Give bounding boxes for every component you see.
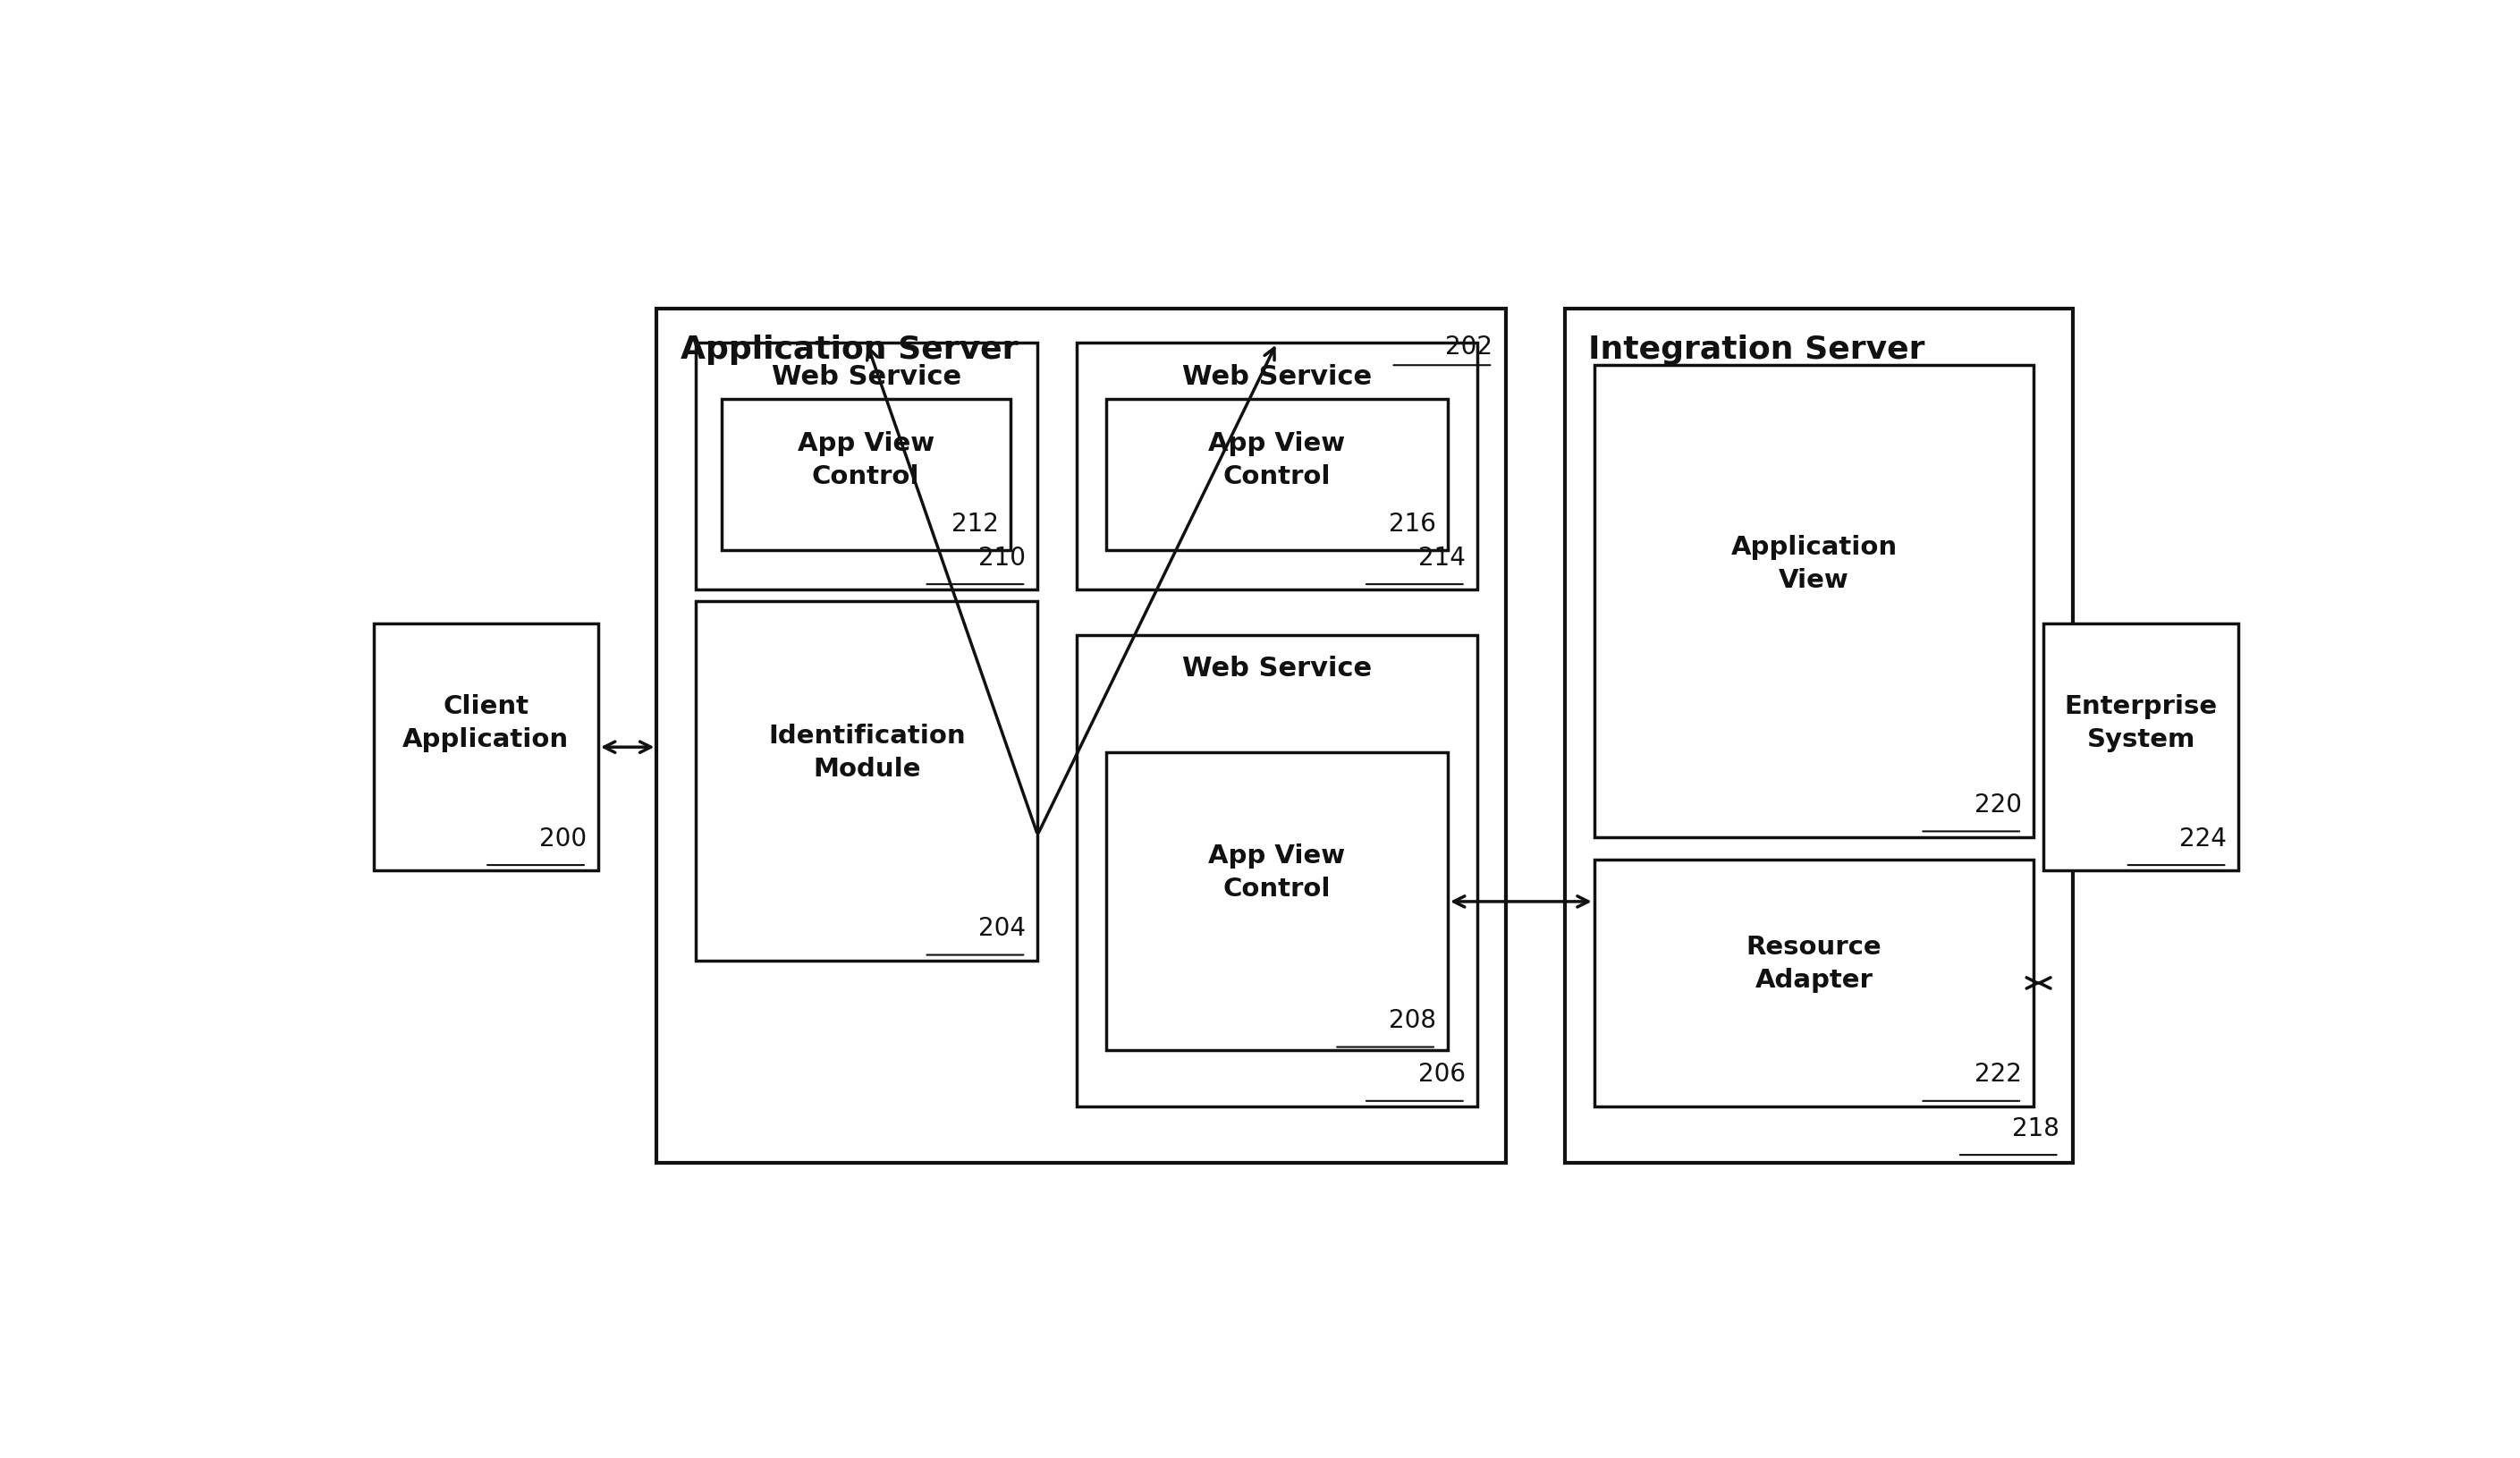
Bar xyxy=(1106,754,1449,1051)
Text: 222: 222 xyxy=(1976,1061,2021,1086)
Bar xyxy=(1595,366,2034,837)
Text: Web Service: Web Service xyxy=(1182,363,1371,389)
Text: Application Server: Application Server xyxy=(680,334,1018,364)
Bar xyxy=(696,343,1038,590)
Bar xyxy=(721,399,1011,551)
Text: Resource
Adapter: Resource Adapter xyxy=(1746,935,1882,993)
Bar xyxy=(1565,309,2074,1163)
Text: App View
Control: App View Control xyxy=(796,432,935,488)
Text: App View
Control: App View Control xyxy=(1210,432,1346,488)
Text: 206: 206 xyxy=(1419,1061,1464,1086)
Bar xyxy=(2044,624,2238,870)
Bar xyxy=(1076,636,1477,1107)
Text: App View
Control: App View Control xyxy=(1210,843,1346,901)
Text: Application
View: Application View xyxy=(1731,535,1898,593)
Bar xyxy=(1106,399,1449,551)
Text: Integration Server: Integration Server xyxy=(1588,334,1925,364)
Text: 212: 212 xyxy=(950,512,998,537)
Text: Identification
Module: Identification Module xyxy=(769,723,965,781)
Text: 214: 214 xyxy=(1419,545,1464,570)
Text: 210: 210 xyxy=(978,545,1026,570)
Bar xyxy=(373,624,597,870)
Bar xyxy=(658,309,1507,1163)
Text: Enterprise
System: Enterprise System xyxy=(2064,694,2218,752)
Bar xyxy=(1076,343,1477,590)
Text: Web Service: Web Service xyxy=(771,363,963,389)
Text: Web Service: Web Service xyxy=(1182,656,1371,681)
Text: 224: 224 xyxy=(2180,825,2228,851)
Text: 204: 204 xyxy=(978,916,1026,940)
Text: Client
Application: Client Application xyxy=(403,694,570,752)
Text: 200: 200 xyxy=(539,825,587,851)
Text: 208: 208 xyxy=(1389,1007,1436,1032)
Text: 218: 218 xyxy=(2011,1115,2059,1140)
Text: 202: 202 xyxy=(1446,334,1492,360)
Bar xyxy=(1595,860,2034,1107)
Text: 216: 216 xyxy=(1389,512,1436,537)
Bar xyxy=(696,602,1038,961)
Text: 220: 220 xyxy=(1976,792,2021,816)
